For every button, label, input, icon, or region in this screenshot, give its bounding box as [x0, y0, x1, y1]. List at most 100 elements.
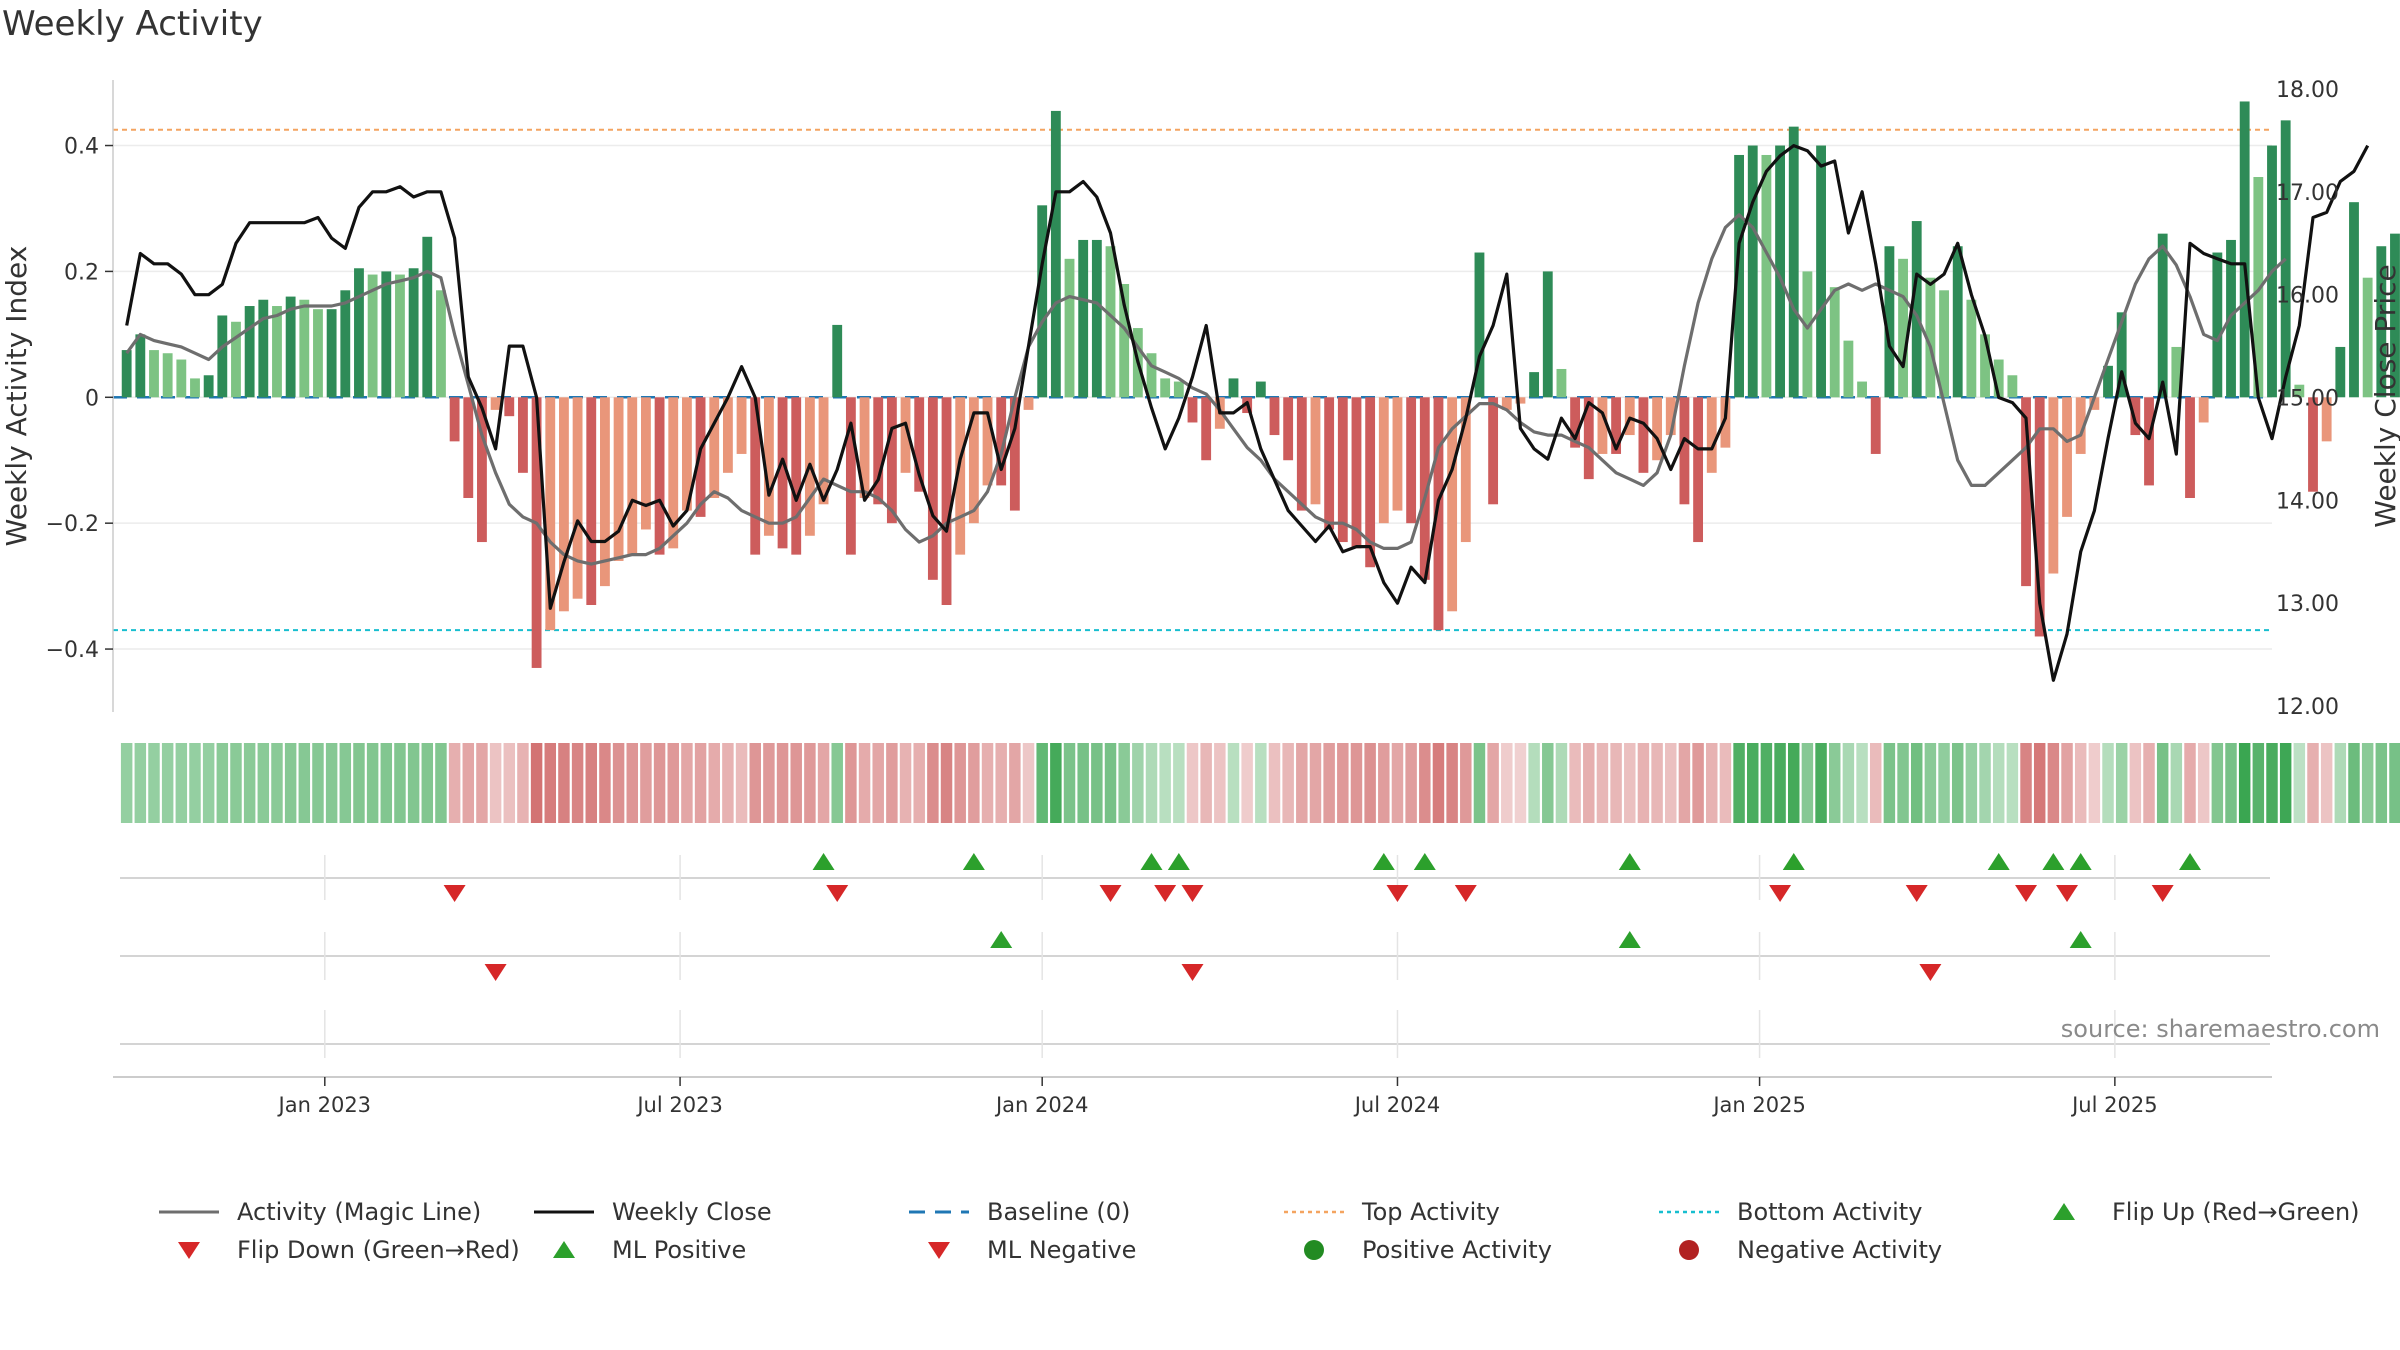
ribbon-cell	[161, 743, 174, 823]
activity-bar	[1037, 205, 1048, 398]
ribbon-cell	[1036, 743, 1048, 823]
flip-down-marker	[1454, 885, 1477, 902]
ml-negative-marker	[1181, 964, 1204, 981]
ribbon-cell	[435, 743, 447, 823]
ribbon-cell	[640, 743, 652, 823]
y-tick-label: −0.4	[46, 638, 99, 663]
ribbon-cell	[2238, 743, 2251, 823]
ribbon-cell	[1583, 743, 1595, 823]
ribbon-cell	[489, 743, 502, 823]
ribbon-cell	[1391, 743, 1404, 823]
activity-bar	[272, 306, 282, 398]
activity-bar	[258, 299, 269, 398]
ribbon-cell	[407, 743, 420, 823]
activity-bar	[1296, 397, 1307, 511]
ribbon-cell	[667, 743, 679, 823]
ml-positive-marker	[2069, 931, 2092, 948]
flip_up-legend-swatch	[2053, 1203, 2075, 1220]
legend-item-flip-up: Flip Up (Red→Green)	[2034, 1198, 2360, 1226]
activity-bar	[2376, 246, 2387, 398]
flip-down-marker	[1769, 885, 1792, 902]
ribbon-cell	[1869, 743, 1882, 823]
activity-bar	[873, 397, 884, 505]
ribbon-cell	[886, 743, 898, 823]
ribbon-cell	[1268, 743, 1281, 823]
activity-bar	[968, 397, 979, 524]
activity-bar	[914, 397, 925, 492]
ribbon-cell	[2170, 743, 2183, 823]
activity-bar	[1310, 397, 1321, 505]
ribbon-cell	[1091, 743, 1103, 823]
activity-bar	[1255, 381, 1266, 398]
ribbon-cell	[585, 743, 597, 823]
activity-bar	[832, 324, 843, 398]
activity-bar	[313, 309, 323, 398]
ribbon-cell	[1569, 743, 1581, 823]
signal-rows	[120, 853, 2270, 1058]
ribbon-cell	[1214, 743, 1226, 823]
ribbon-cell	[312, 743, 324, 823]
flip-up-marker	[1140, 853, 1163, 870]
flip-up-marker	[1987, 853, 2010, 870]
activity-bar	[1160, 378, 1171, 398]
activity-bar	[1966, 299, 1977, 398]
flip-down-marker	[1386, 885, 1409, 902]
activity-bar	[777, 397, 788, 549]
neg_dot-legend-swatch	[1679, 1240, 1699, 1260]
ribbon-cell	[421, 743, 434, 823]
legend-item-ml-pos: ML Positive	[534, 1236, 746, 1264]
activity-bar	[586, 397, 597, 605]
activity-bar	[2116, 312, 2127, 398]
flip-up-marker	[1618, 853, 1641, 870]
ribbon-cell	[2184, 743, 2196, 823]
activity-bar	[1378, 397, 1389, 524]
ribbon-cell	[1063, 743, 1076, 823]
activity-bar	[1064, 258, 1075, 398]
activity-bar	[1679, 397, 1690, 505]
ml_pos-legend-swatch	[553, 1241, 575, 1258]
activity-bar	[217, 315, 228, 398]
flip-up-marker	[812, 853, 835, 870]
ribbon-cell	[175, 743, 188, 823]
ribbon-cell	[1747, 743, 1759, 823]
activity-bar	[1884, 246, 1895, 398]
ribbon-cell	[1350, 743, 1363, 823]
ribbon-cell	[899, 743, 912, 823]
activity-bar	[1570, 397, 1581, 448]
activity-bar	[285, 296, 296, 398]
ribbon-cell	[968, 743, 980, 823]
activity-bar	[1638, 397, 1649, 473]
ribbon-cell	[517, 743, 529, 823]
y2-tick-label: 18.00	[2276, 78, 2339, 103]
activity-bar	[1611, 397, 1622, 454]
activity-bar	[395, 274, 405, 398]
activity-bar	[299, 299, 310, 398]
ribbon-cell	[1828, 743, 1841, 823]
ribbon-cell	[462, 743, 475, 823]
ribbon-cell	[612, 743, 625, 823]
activity-bar	[367, 274, 378, 398]
activity-bar	[1542, 271, 1553, 398]
activity-bar	[244, 306, 255, 398]
ribbon-cell	[530, 743, 543, 823]
activity-bar	[818, 397, 829, 505]
legend-label: Weekly Close	[612, 1198, 772, 1226]
activity-bar	[600, 397, 610, 587]
activity-bar	[1816, 145, 1826, 398]
ml-positive-marker	[990, 931, 1013, 948]
flip-down-marker	[2151, 885, 2174, 902]
ribbon-cell	[1460, 743, 1472, 823]
chart-title: Weekly Activity	[2, 4, 263, 44]
activity-bar	[2349, 202, 2359, 398]
flip-down-marker	[1099, 885, 1122, 902]
ribbon-cell	[1992, 743, 2005, 823]
ml-negative-marker	[1919, 964, 1942, 981]
activity-bar	[1365, 397, 1376, 568]
legend-label: ML Negative	[987, 1236, 1137, 1264]
ribbon-cell	[2074, 743, 2087, 823]
legend-label: Bottom Activity	[1737, 1198, 1923, 1226]
activity-bar	[2362, 277, 2373, 398]
ribbon-cell	[148, 743, 160, 823]
ribbon-cell	[2102, 743, 2114, 823]
